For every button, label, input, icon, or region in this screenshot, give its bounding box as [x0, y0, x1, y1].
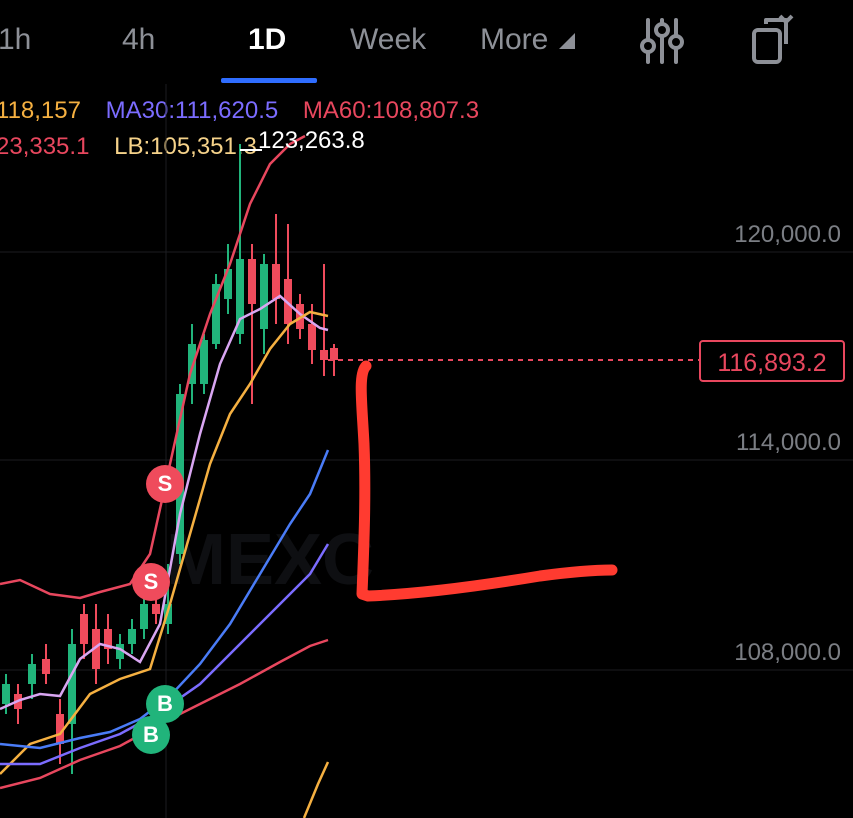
ma20-line — [0, 449, 330, 750]
price-axis-114000: 114,000.0 — [736, 429, 841, 456]
candle-body — [320, 350, 328, 360]
candle-body — [140, 604, 148, 629]
tab-more-label: More — [480, 23, 549, 56]
tab-more[interactable]: More — [480, 20, 577, 60]
candle-body — [92, 629, 100, 669]
candle-body — [224, 269, 232, 299]
sell-signal-marker[interactable]: S — [132, 563, 170, 601]
candle-body — [56, 714, 64, 744]
buy-signal-marker[interactable]: B — [146, 685, 184, 723]
candle-body — [248, 259, 256, 304]
high-price-label: 123,263.8 — [258, 127, 365, 154]
active-tab-underline — [221, 78, 317, 83]
candle-body — [128, 629, 136, 644]
price-axis-120000: 120,000.0 — [734, 221, 841, 248]
candle-body — [68, 644, 76, 724]
candle-body — [330, 348, 338, 360]
candle-body — [80, 614, 88, 644]
candle-body — [152, 604, 160, 614]
tab-1h[interactable]: 1h — [0, 23, 32, 56]
tab-week[interactable]: Week — [350, 23, 427, 56]
candle-body — [260, 264, 268, 329]
candle-body — [212, 284, 220, 344]
timeframe-tabs: 1h 4h 1D Week More — [0, 0, 853, 84]
ma-prev-value: 118,157 — [0, 97, 81, 124]
ub-band-line — [0, 134, 306, 600]
candle-body — [308, 324, 316, 350]
indicator-settings-icon[interactable] — [640, 16, 684, 66]
watermark-mexc: MEXC — [166, 520, 374, 600]
ub-value: 23,335.1 — [0, 133, 90, 160]
tab-4h[interactable]: 4h — [122, 23, 156, 56]
ma5-line — [0, 294, 329, 711]
hand-drawn-l-annotation — [355, 360, 618, 602]
candle-body — [200, 340, 208, 384]
candle-body — [188, 344, 196, 384]
candle-body — [272, 264, 280, 299]
ma60-value: MA60:108,807.3 — [302, 97, 480, 124]
candle-body — [2, 684, 10, 704]
candle-body — [236, 259, 244, 334]
caret-down-icon — [558, 33, 575, 49]
candle-body — [28, 664, 36, 684]
ma10-line — [0, 310, 329, 775]
ma-row-2: 23,335.1 LB:105,351.3 — [0, 132, 257, 162]
candle-body — [296, 304, 304, 329]
tab-1d[interactable]: 1D — [248, 23, 287, 56]
candle-body — [284, 279, 292, 324]
candle-body — [104, 629, 112, 649]
ma-row-1: 118,157 MA30:111,620.5 MA60:108,807.3 — [0, 96, 479, 126]
copy-rotate-icon[interactable] — [748, 14, 796, 66]
sell-signal-marker[interactable]: S — [146, 465, 184, 503]
buy-signal-marker[interactable]: B — [132, 716, 170, 754]
lb-band-line — [302, 761, 330, 818]
ma30-value: MA30:111,620.5 — [105, 97, 279, 124]
lb-value: LB:105,351.3 — [114, 133, 257, 160]
candle-body — [42, 659, 50, 674]
candle-body — [116, 644, 124, 659]
candlestick-chart[interactable]: MEXC — [0, 84, 853, 818]
price-axis-108000: 108,000.0 — [734, 639, 841, 666]
current-price-badge: 116,893.2 — [699, 340, 845, 382]
